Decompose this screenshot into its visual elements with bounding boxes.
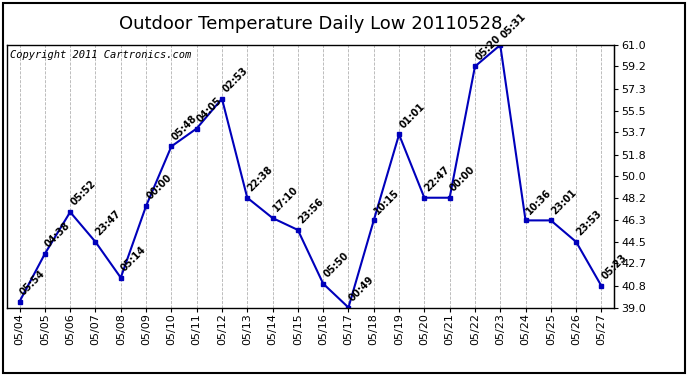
Text: Outdoor Temperature Daily Low 20110528: Outdoor Temperature Daily Low 20110528: [119, 15, 502, 33]
Text: 05:48: 05:48: [170, 113, 199, 142]
Text: 23:01: 23:01: [549, 187, 578, 216]
Text: 22:47: 22:47: [423, 165, 452, 194]
Text: 23:47: 23:47: [94, 209, 123, 238]
Text: 05:31: 05:31: [499, 12, 528, 41]
Text: 23:53: 23:53: [575, 209, 604, 238]
Text: 05:14: 05:14: [119, 244, 148, 273]
Text: 04:05: 04:05: [195, 95, 224, 124]
Text: 05:52: 05:52: [68, 179, 97, 208]
Text: 17:10: 17:10: [271, 185, 300, 214]
Text: 05:54: 05:54: [18, 268, 47, 297]
Text: 05:23: 05:23: [600, 253, 629, 282]
Text: 10:15: 10:15: [372, 187, 401, 216]
Text: 05:20: 05:20: [473, 33, 502, 62]
Text: 22:38: 22:38: [246, 165, 275, 194]
Text: 10:36: 10:36: [524, 187, 553, 216]
Text: 00:00: 00:00: [448, 165, 477, 194]
Text: 01:01: 01:01: [397, 101, 426, 130]
Text: Copyright 2011 Cartronics.com: Copyright 2011 Cartronics.com: [10, 50, 191, 60]
Text: 23:56: 23:56: [296, 197, 325, 226]
Text: 02:53: 02:53: [220, 66, 249, 94]
Text: 00:00: 00:00: [144, 173, 173, 202]
Text: 00:49: 00:49: [347, 274, 376, 303]
Text: 05:50: 05:50: [322, 251, 351, 279]
Text: 04:38: 04:38: [43, 220, 72, 250]
